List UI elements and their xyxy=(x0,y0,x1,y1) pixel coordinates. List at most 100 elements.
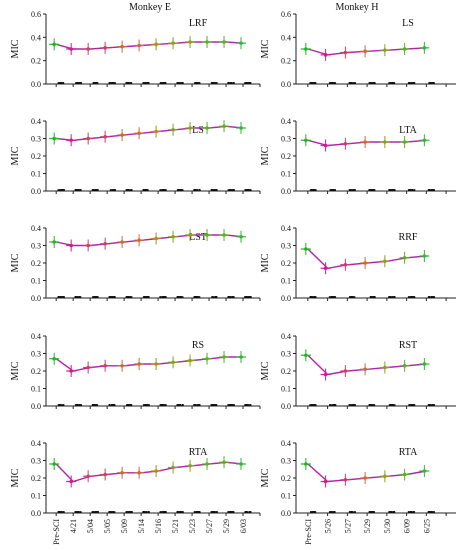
day-scatter xyxy=(309,404,317,406)
scatter-point xyxy=(77,189,80,191)
scatter-point xyxy=(74,189,77,191)
scatter-point xyxy=(329,404,331,406)
scatter-point xyxy=(314,296,317,298)
scatter-point xyxy=(373,511,375,513)
y-tick-label: 0.2 xyxy=(31,57,41,66)
y-tick-label: 0.4 xyxy=(31,224,41,233)
day-scatter xyxy=(74,511,82,513)
scatter-point xyxy=(388,82,390,84)
scatter-point xyxy=(195,82,198,84)
y-tick-label: 0.4 xyxy=(281,33,291,42)
mean-line xyxy=(55,356,243,372)
mean-point xyxy=(52,356,56,361)
scatter-point xyxy=(163,511,166,513)
mean-point xyxy=(205,462,209,466)
scatter-point xyxy=(129,189,132,191)
mean-point xyxy=(154,42,158,47)
scatter-point xyxy=(391,82,393,84)
y-tick-label: 0.3 xyxy=(31,457,41,466)
y-tick-label: 0.3 xyxy=(281,457,291,466)
scatter-point xyxy=(179,296,182,298)
y-tick-label: 0.4 xyxy=(281,332,291,341)
y-tick-label: 0.0 xyxy=(31,509,41,518)
y-axis-label: MIC xyxy=(10,253,21,272)
mean-point xyxy=(52,462,56,466)
panel-title: LS xyxy=(402,18,414,29)
scatter-point xyxy=(179,404,182,406)
panel-rs-monkey-e: 0.0 0.1 0.2 0.3 0.4 MIC RS xyxy=(10,332,261,411)
y-tick-label: 0.3 xyxy=(31,135,41,144)
scatter-point xyxy=(80,404,82,406)
day-scatter xyxy=(159,82,167,84)
y-axis-label: MIC xyxy=(10,146,21,165)
day-scatter xyxy=(142,82,150,84)
scatter-point xyxy=(77,82,80,84)
mean-line xyxy=(55,461,244,483)
day-scatter xyxy=(194,82,201,84)
scatter-point xyxy=(428,511,431,513)
panel-title: LRF xyxy=(189,18,208,29)
scatter-point xyxy=(215,296,218,298)
scatter-point xyxy=(126,82,129,84)
mean-point xyxy=(205,356,209,361)
mean-point xyxy=(205,233,209,237)
day-scatter xyxy=(369,296,376,298)
scatter-point xyxy=(178,82,181,84)
scatter-point xyxy=(180,82,183,84)
scatter-point xyxy=(91,404,94,406)
scatter-point xyxy=(112,511,115,513)
panel-title: RRF xyxy=(399,232,418,243)
day-scatter xyxy=(348,404,357,406)
mean-point xyxy=(422,469,427,473)
mean-point xyxy=(103,241,107,246)
scatter-point xyxy=(63,189,65,191)
mean-point xyxy=(86,474,90,479)
mean-point xyxy=(363,367,367,372)
scatter-point xyxy=(93,296,96,298)
scatter-point xyxy=(94,511,97,513)
scatter-point xyxy=(330,511,333,513)
scatter-point xyxy=(57,296,60,298)
scatter-point xyxy=(80,82,82,84)
scatter-point xyxy=(393,404,396,406)
y-tick-label: 0.2 xyxy=(281,259,291,268)
mean-point xyxy=(402,255,407,260)
mean-point xyxy=(323,266,328,271)
panel-title: RS xyxy=(192,340,204,351)
scatter-point xyxy=(130,511,133,513)
scatter-point xyxy=(373,82,376,84)
day-scatter xyxy=(159,189,167,191)
day-scatter xyxy=(176,511,184,513)
scatter-point xyxy=(333,511,336,513)
scatter-point xyxy=(309,511,312,513)
mean-point xyxy=(343,262,348,267)
day-scatter xyxy=(91,404,99,406)
day-scatter xyxy=(92,82,99,84)
scatter-point xyxy=(432,189,435,191)
scatter-point xyxy=(60,511,63,513)
scatter-point xyxy=(198,296,201,298)
day-scatter xyxy=(108,511,116,513)
scatter-point xyxy=(181,82,184,84)
mean-point xyxy=(323,53,328,57)
scatter-point xyxy=(177,189,180,191)
mean-point xyxy=(188,358,192,363)
day-scatter xyxy=(368,511,376,513)
scatter-point xyxy=(388,296,391,298)
mean-point xyxy=(171,234,175,239)
mean-point xyxy=(323,479,328,484)
mean-point xyxy=(363,140,367,144)
scatter-point xyxy=(333,82,335,84)
day-scatter xyxy=(329,189,337,191)
scatter-point xyxy=(227,82,230,84)
scatter-point xyxy=(213,404,216,406)
scatter-point xyxy=(249,296,252,298)
scatter-point xyxy=(228,511,230,513)
day-scatter xyxy=(427,511,435,513)
scatter-point xyxy=(211,189,214,191)
scatter-point xyxy=(407,511,410,513)
mean-point xyxy=(120,363,124,368)
x-tick-label: 5/04 xyxy=(86,519,95,533)
panel-lta-monkey-h: 0.0 0.1 0.2 0.3 0.4 MIC LTA xyxy=(260,117,456,196)
